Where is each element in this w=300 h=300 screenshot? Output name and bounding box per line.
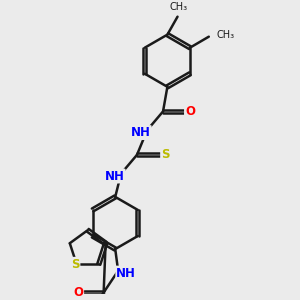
- Text: NH: NH: [105, 169, 124, 182]
- Text: O: O: [185, 105, 195, 118]
- Text: NH: NH: [131, 126, 151, 139]
- Text: CH₃: CH₃: [217, 30, 235, 40]
- Text: NH: NH: [116, 267, 136, 280]
- Text: S: S: [161, 148, 170, 161]
- Text: S: S: [71, 258, 80, 271]
- Text: CH₃: CH₃: [169, 2, 187, 12]
- Text: O: O: [73, 286, 83, 299]
